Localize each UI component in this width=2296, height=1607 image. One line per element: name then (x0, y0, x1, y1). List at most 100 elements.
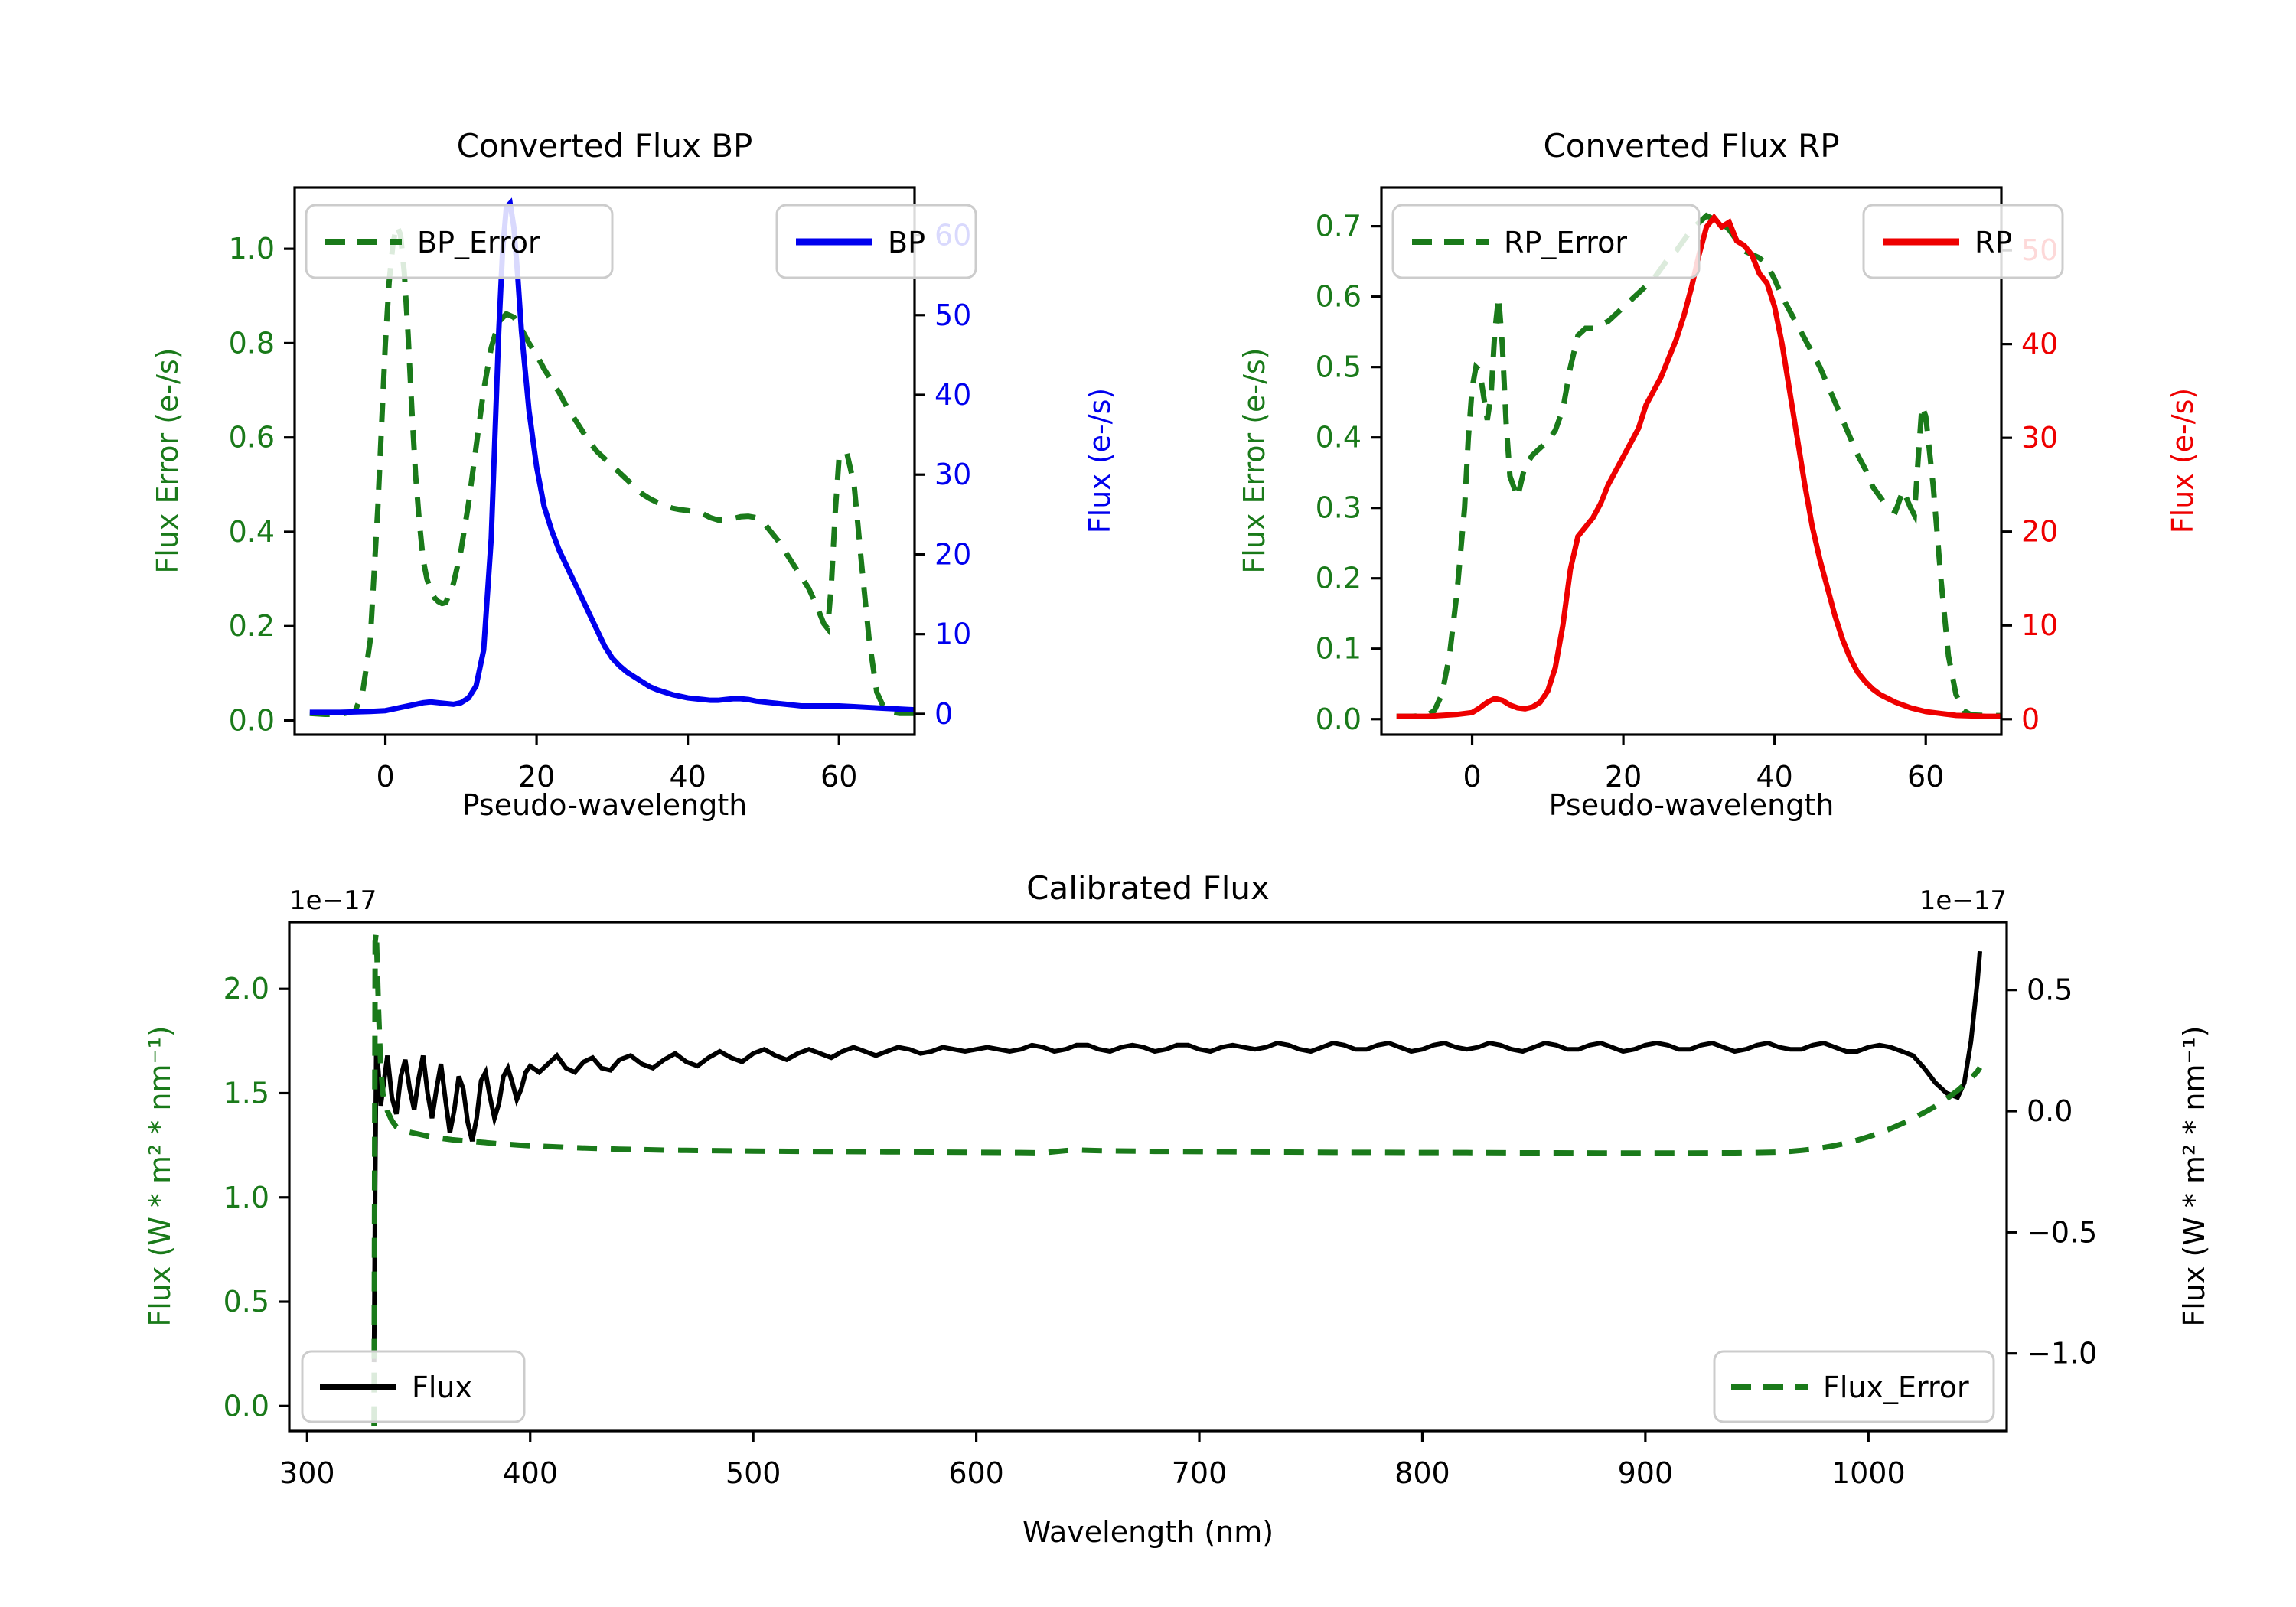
ytick-right-label: 0.0 (2027, 1094, 2073, 1128)
ytick-left-label: 0.8 (229, 326, 275, 360)
calibrated-legend-error-label: Flux_Error (1823, 1371, 1969, 1404)
rp-yaxis-left-label: Flux Error (e-/s) (1238, 347, 1271, 573)
bp-xaxis-label: Pseudo-wavelength (462, 788, 748, 822)
calibrated-left-offset-text: 1e−17 (289, 885, 377, 916)
bp-axes-frame (293, 186, 916, 736)
ytick-right-label: 30 (2021, 421, 2058, 455)
rp-xaxis-label: Pseudo-wavelength (1549, 788, 1835, 822)
xtick-label: 40 (669, 760, 706, 794)
bp-legend-error-box (305, 204, 614, 279)
bp-legend-error-label: BP_Error (417, 226, 540, 259)
calibrated-legend-error[interactable]: Flux_Error (1713, 1350, 1995, 1423)
ytick-left-label: 1.5 (223, 1076, 269, 1110)
series-bp (309, 197, 915, 715)
calibrated-xaxis-label: Wavelength (nm) (1022, 1515, 1274, 1549)
ytick-right-label: −0.5 (2027, 1215, 2097, 1249)
calibrated-panel-title: Calibrated Flux (1026, 869, 1270, 907)
xtick-label: 800 (1394, 1456, 1450, 1490)
panel-calibrated-flux: Calibrated Flux 1e−17 1e−17 300 400 500 600… (0, 834, 2296, 1607)
ytick-left-label: 0.0 (229, 704, 275, 738)
ytick-left-label: 0.0 (223, 1389, 269, 1423)
rp-legend-flux[interactable]: RP (1862, 204, 2064, 279)
rp-axes-frame (1380, 186, 2003, 736)
ytick-right-label: 40 (2021, 328, 2058, 361)
series-flux_error (371, 931, 1983, 1426)
ytick-left-label: 0.0 (1316, 702, 1362, 736)
calibrated-right-offset-text: 1e−17 (1919, 885, 2007, 916)
ytick-right-label: 0.5 (2027, 973, 2073, 1007)
series-rp (1396, 213, 2001, 719)
ytick-left-label: 0.2 (229, 609, 275, 643)
ytick-left-label: 0.5 (1316, 350, 1362, 384)
ytick-right-label: 10 (2021, 608, 2058, 642)
xtick-label: 300 (279, 1456, 335, 1490)
bp-legend-flux-label: BP (888, 226, 925, 259)
ytick-right-label: 10 (934, 618, 971, 651)
calibrated-legend-error-box (1713, 1350, 1995, 1423)
rp-plot-area (1396, 212, 2001, 719)
calibrated-tick-marks: 300 400 500 600 700 800 900 1000 0.0 0.5 1.0 1.5 2.0… (223, 972, 2098, 1490)
ytick-left-label: 1.0 (223, 1181, 269, 1214)
xtick-label: 60 (1907, 760, 1944, 794)
bp-legend-flux[interactable]: BP (775, 204, 977, 279)
rp-legend-error-box (1391, 204, 1701, 279)
ytick-left-label: 0.4 (1316, 421, 1362, 455)
rp-legend-flux-box (1862, 204, 2064, 279)
ytick-right-label: 30 (934, 458, 971, 491)
xtick-label: 900 (1618, 1456, 1674, 1490)
ytick-left-label: 0.5 (223, 1285, 269, 1319)
calibrated-legend-flux-box (301, 1350, 526, 1423)
bp-legend-error[interactable]: BP_Error (305, 204, 614, 279)
xtick-label: 20 (518, 760, 555, 794)
xtick-label: 60 (820, 760, 857, 794)
bp-yaxis-left-label: Flux Error (e-/s) (151, 347, 184, 573)
ytick-left-label: 0.2 (1316, 562, 1362, 595)
xtick-label: 0 (376, 760, 394, 794)
calibrated-legend-flux-label: Flux (412, 1371, 472, 1404)
ytick-right-label: 0 (2021, 702, 2040, 736)
rp-yaxis-right-label: Flux (e-/s) (2166, 388, 2200, 533)
bp-yaxis-right-label: Flux (e-/s) (1083, 388, 1117, 533)
ytick-left-label: 0.1 (1316, 632, 1362, 666)
bp-legend-flux-box (775, 204, 977, 279)
xtick-label: 500 (726, 1456, 781, 1490)
ytick-left-label: 1.0 (229, 232, 275, 266)
calibrated-plot-area (371, 931, 1983, 1426)
series-flux (371, 950, 1983, 1363)
ytick-left-label: 0.7 (1316, 210, 1362, 243)
panel-converted-flux-rp: Converted Flux RP 0 20 40 60 0.0 0.1 0.2 0.3 0.4… (1148, 0, 2296, 842)
calibrated-yaxis-right-label: Flux (W * m² * nm⁻¹) (2177, 1025, 2211, 1326)
ytick-right-label: 0 (934, 697, 953, 731)
xtick-label: 1000 (1831, 1456, 1906, 1490)
bp-title-group: Converted Flux BP (457, 127, 753, 165)
xtick-label: 20 (1605, 760, 1642, 794)
calibrated-yaxis-left-label: Flux (W * m² * nm⁻¹) (143, 1025, 177, 1326)
calibrated-legend-flux[interactable]: Flux (301, 1350, 526, 1423)
series-bp_error (309, 216, 915, 717)
ytick-right-label: 40 (934, 378, 971, 412)
rp-legend-error-label: RP_Error (1504, 226, 1627, 259)
rp-legend-error[interactable]: RP_Error (1391, 204, 1701, 279)
xtick-label: 600 (948, 1456, 1004, 1490)
bp-panel-title: Converted Flux BP (457, 127, 753, 165)
ytick-left-label: 2.0 (223, 972, 269, 1006)
calibrated-axes-frame (288, 921, 2008, 1433)
ytick-right-label: 20 (934, 537, 971, 571)
rp-panel-title: Converted Flux RP (1543, 127, 1839, 165)
xtick-label: 0 (1463, 760, 1481, 794)
xtick-label: 700 (1172, 1456, 1228, 1490)
ytick-left-label: 0.6 (1316, 280, 1362, 314)
ytick-left-label: 0.3 (1316, 491, 1362, 525)
xtick-label: 400 (502, 1456, 558, 1490)
ytick-right-label: 20 (2021, 515, 2058, 549)
series-rp_error (1396, 212, 2001, 719)
ytick-right-label: 50 (934, 298, 971, 332)
bp-plot-area (309, 197, 915, 717)
rp-legend-flux-label: RP (1975, 226, 2012, 259)
panel-converted-flux-bp: Converted Flux BP 0 20 40 60 0.0 0.2 0.4 0.6 0.8… (0, 0, 1148, 842)
xtick-label: 40 (1756, 760, 1792, 794)
ytick-left-label: 0.4 (229, 515, 275, 549)
ytick-right-label: −1.0 (2027, 1337, 2097, 1371)
